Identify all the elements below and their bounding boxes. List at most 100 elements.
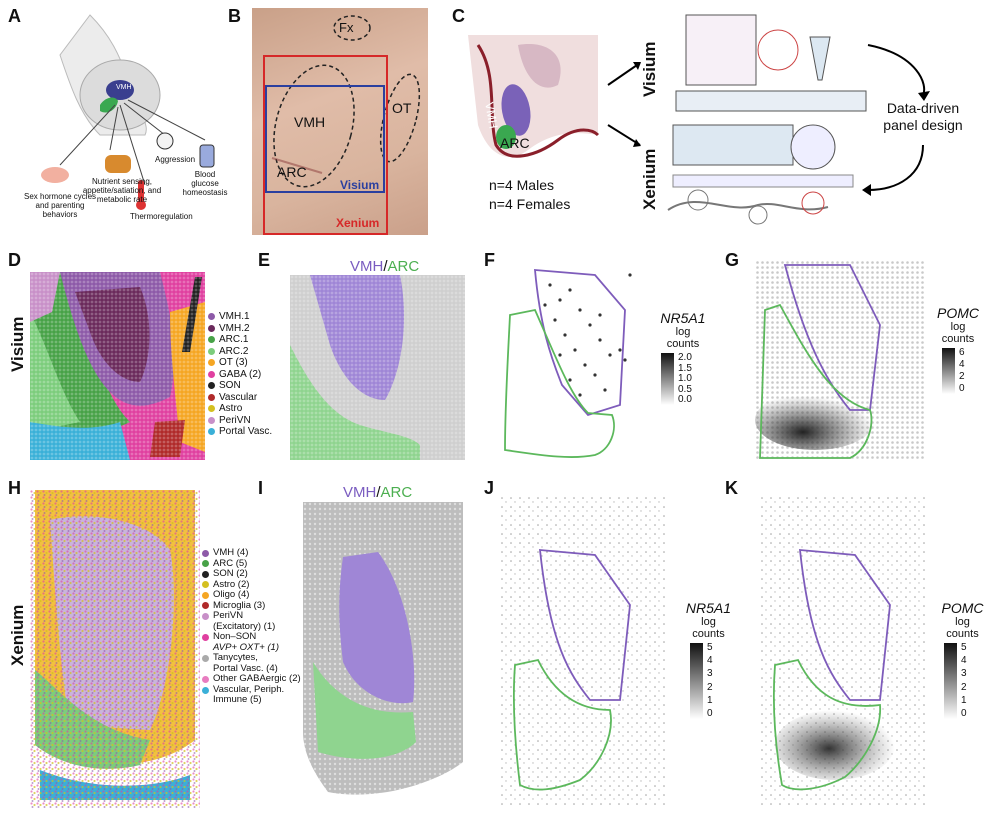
panel-h-cell-map — [30, 490, 200, 808]
legend-label: OT (3) — [219, 357, 248, 369]
log-label: log — [955, 616, 970, 628]
gene-name-nr5a1: NR5A1 — [685, 600, 732, 616]
colorbar-tick: 5 — [961, 642, 967, 653]
angry-face-icon — [156, 132, 174, 150]
hypothalamus-diagram — [41, 14, 215, 210]
xenium-text: Xenium — [336, 216, 380, 230]
glucose-meter-icon — [199, 144, 215, 168]
ot-outline — [379, 73, 421, 163]
slash: / — [383, 258, 388, 275]
panel-a-illustration: VMH Aggression Nutrient sensing, appetit… — [20, 14, 230, 230]
legend-label-line: Astro — [219, 403, 243, 414]
legend-label: Non–SON AVP+ OXT+ (1) — [213, 631, 279, 653]
panel-design-text: Data-driven panel design — [868, 100, 978, 134]
nr5a1-spots — [543, 273, 632, 397]
panel-label-j: J — [484, 478, 495, 498]
thermoregulation-text: Thermoregulation — [130, 212, 193, 221]
legend-label-line: Microglia (3) — [213, 599, 266, 611]
females-text: n=4 Females — [489, 196, 571, 212]
vmh-text: VMH — [294, 114, 326, 130]
legend-swatch — [202, 549, 209, 557]
legend-item: SON (2) — [202, 568, 301, 580]
vmh-arc-outline — [273, 64, 355, 188]
fx-text: Fx — [339, 20, 354, 35]
arc-text: ARC — [500, 135, 530, 151]
panel-i-cell-map — [298, 502, 468, 807]
panel-label-k: K — [725, 478, 738, 498]
visium-row-label: Visium — [8, 316, 27, 372]
legend-swatch — [202, 675, 209, 683]
legend-swatch — [208, 416, 215, 424]
colorbar-tick: 2 — [961, 681, 967, 693]
panel-d-spot-map — [30, 272, 205, 460]
legend-label-line: GABA (2) — [219, 368, 262, 380]
legend-h: VMH (4) ARC (5) SON (2) Astro (2) Oligo (4) M… — [202, 547, 301, 706]
colorbar-tick: 4 — [961, 655, 967, 667]
legend-label: Portal Vasc. — [219, 426, 272, 438]
legend-item: PeriVN (Excitatory) (1) — [202, 610, 301, 632]
panel-label-f: F — [484, 250, 495, 270]
panel-design-line-2: panel design — [883, 117, 963, 133]
colorbar-tick: 6 — [959, 347, 965, 358]
legend-label: Vascular — [219, 392, 257, 404]
arc-title: ARC — [380, 484, 413, 501]
legend-item: VMH.1 — [208, 311, 272, 323]
visium-row-text: Visium — [640, 41, 659, 97]
legend-swatch — [208, 370, 215, 378]
counts-label: counts — [946, 628, 979, 640]
legend-label: ARC.1 — [219, 334, 248, 346]
colorbar-tick: 0.5 — [678, 383, 692, 395]
legend-swatch — [208, 428, 215, 436]
legend-label: VMH.2 — [219, 323, 250, 335]
panel-design-line-1: Data-driven — [886, 100, 960, 116]
xenium-row-label: Xenium — [8, 604, 27, 666]
legend-swatch — [208, 336, 215, 344]
colorbar-tick: 2.0 — [678, 352, 692, 363]
panel-i-title: VMH/ARC — [343, 484, 412, 501]
legend-item: Astro — [208, 403, 272, 415]
colorbar-tick: 0 — [707, 707, 713, 719]
panel-g-expression-map — [755, 260, 925, 460]
legend-swatch — [208, 347, 215, 355]
legend-item: ARC (5) — [202, 558, 301, 570]
legend-item: Non–SON AVP+ OXT+ (1) — [202, 631, 301, 653]
aggression-text: Aggression — [155, 155, 196, 164]
legend-label: PeriVN (Excitatory) (1) — [213, 610, 275, 632]
ovary-icon — [41, 167, 69, 183]
colorbar-ticks: 2.0 1.5 1.0 0.5 0.0 — [678, 353, 692, 405]
legend-label-line: OT (3) — [219, 357, 248, 368]
colorbar-tick: 1.0 — [678, 373, 692, 384]
legend-label-line: ARC.2 — [219, 345, 249, 357]
legend-swatch — [202, 634, 209, 641]
legend-item: Vascular — [208, 392, 272, 404]
legend-label-line: VMH.1 — [219, 311, 250, 322]
colorbar-tick: 5 — [707, 642, 713, 653]
vmh-region-icon — [501, 84, 531, 136]
legend-swatch — [202, 560, 209, 568]
legend-item: Tanycytes, Portal Vasc. (4) — [202, 652, 301, 674]
counts-label: counts — [941, 333, 975, 345]
legend-label-line: PeriVN — [213, 610, 244, 621]
colorbar-tick: 1.5 — [678, 362, 692, 374]
legend-label: Astro — [219, 403, 242, 415]
legend-label-line: Non–SON — [213, 631, 257, 642]
burger-icon — [105, 155, 131, 173]
legend-label-line: Tanycytes, — [213, 652, 258, 663]
gene-name-pomc: POMC — [937, 305, 979, 321]
legend-swatch — [202, 613, 209, 620]
gene-name-nr5a1: NR5A1 — [660, 310, 706, 326]
legend-label-line: Portal Vasc. (4) — [213, 662, 278, 674]
panel-label-d: D — [8, 250, 21, 270]
legend-swatch — [208, 313, 215, 321]
legend-item: Other GABAergic (2) — [202, 673, 301, 685]
vmh-outline — [798, 549, 891, 701]
colorbar-tick: 2 — [707, 681, 713, 693]
legend-label: Other GABAergic (2) — [213, 673, 301, 685]
legend-label: Tanycytes, Portal Vasc. (4) — [213, 652, 278, 674]
xenium-row-text: Xenium — [640, 148, 659, 210]
cell-zoom-icon — [790, 124, 836, 170]
